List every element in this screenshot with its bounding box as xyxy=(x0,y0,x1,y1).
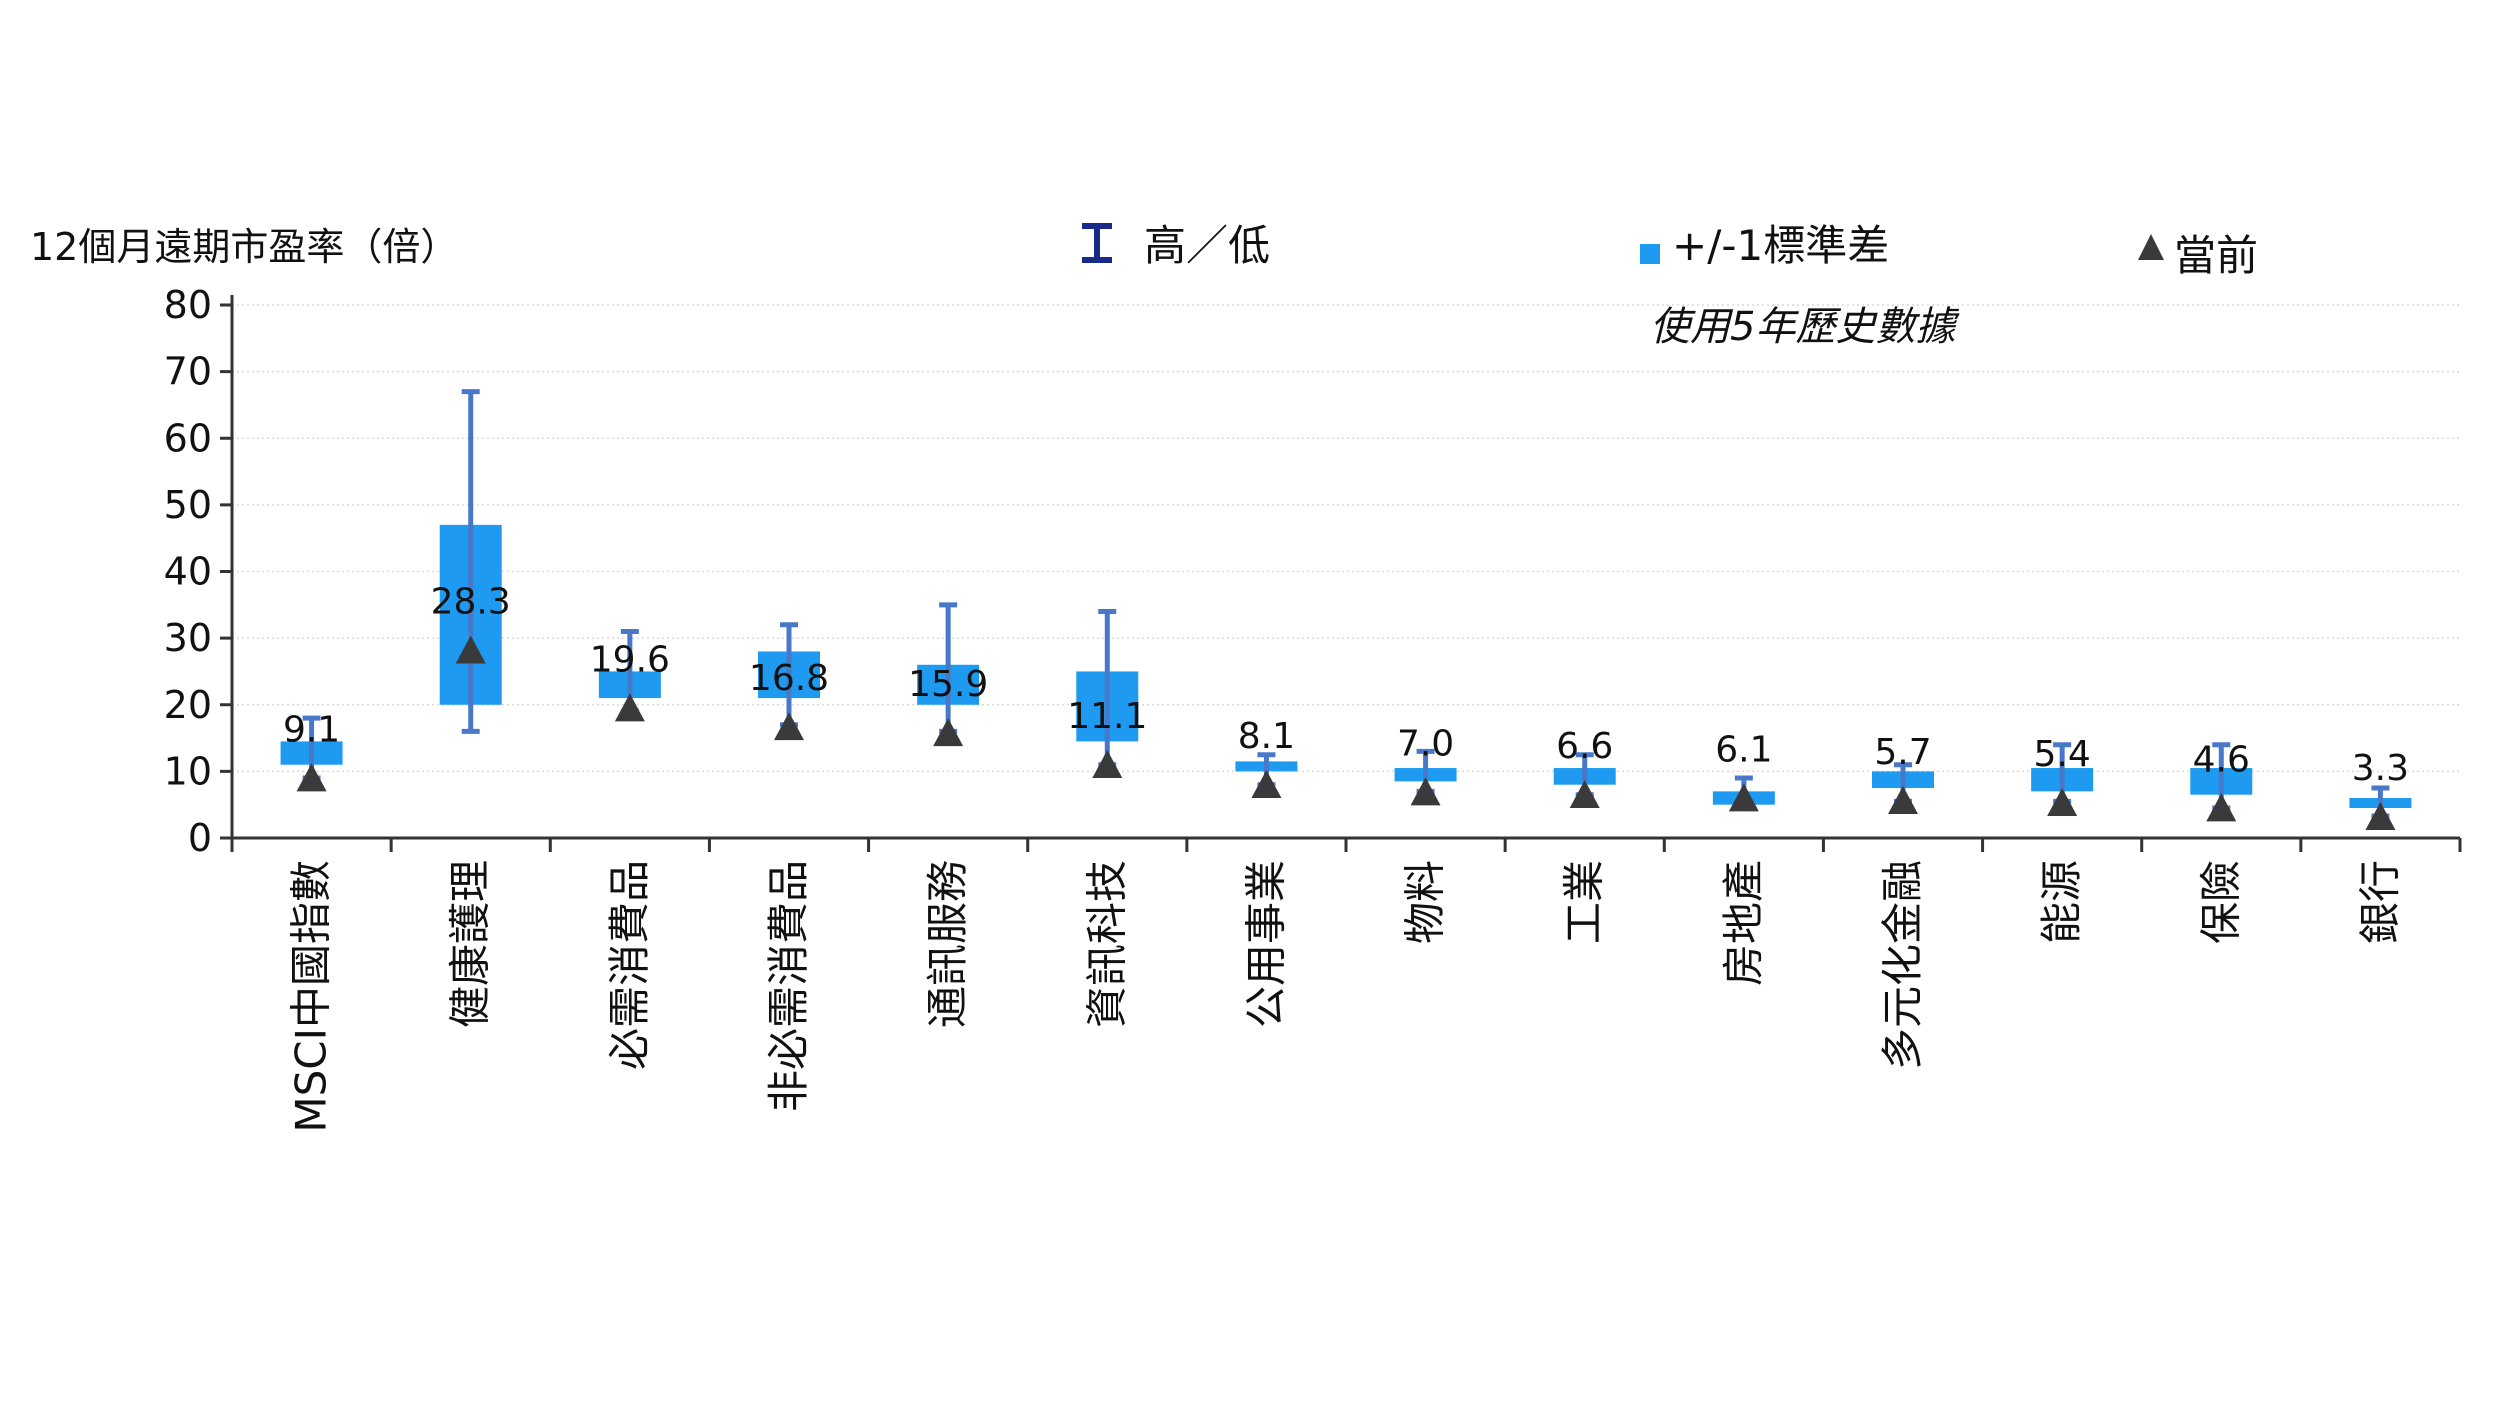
current-marker xyxy=(1092,750,1123,779)
legend-label-current: 當前 xyxy=(2174,231,2258,280)
data-label: 4.6 xyxy=(2193,739,2250,780)
current-marker xyxy=(1728,783,1759,812)
y-tick-label: 10 xyxy=(164,749,212,793)
x-category-label: 健康護理 xyxy=(446,860,495,1028)
x-category-label: 房地產 xyxy=(1719,860,1768,986)
data-label: 19.6 xyxy=(590,639,670,680)
x-category-label: 保險 xyxy=(2196,860,2245,944)
current-marker xyxy=(1569,780,1600,809)
current-marker xyxy=(1251,770,1282,799)
error-bar-icon xyxy=(1082,223,1112,263)
current-marker xyxy=(296,763,327,792)
data-label: 11.1 xyxy=(1067,696,1147,737)
legend-label-high-low: 高／低 xyxy=(1144,221,1270,270)
triangle-icon xyxy=(2138,234,2164,260)
data-label: 6.1 xyxy=(1715,729,1772,770)
data-label: 7.0 xyxy=(1397,723,1454,764)
current-marker xyxy=(2365,802,2396,831)
x-category-label: 資訊科技 xyxy=(1082,860,1131,1028)
x-category-label: 工業 xyxy=(1560,860,1609,944)
y-tick-label: 60 xyxy=(164,416,212,460)
data-label: 16.8 xyxy=(749,658,829,699)
current-marker xyxy=(2206,793,2237,822)
x-category-label: 非必需消費品 xyxy=(764,860,813,1112)
square-icon xyxy=(1640,244,1660,264)
legend-label-std-dev: +/-1標準差 xyxy=(1672,221,1889,270)
current-marker xyxy=(455,635,486,664)
chart-note: 使用5年歷史數據 xyxy=(1650,304,1960,350)
x-category-label: MSCI中國指數 xyxy=(287,860,336,1133)
y-tick-label: 70 xyxy=(164,350,212,394)
current-marker xyxy=(774,712,804,741)
x-category-label: 通訊服務 xyxy=(923,860,972,1028)
y-tick-label: 20 xyxy=(164,683,212,727)
data-label: 8.1 xyxy=(1238,716,1295,757)
y-tick-label: 50 xyxy=(164,483,212,527)
y-tick-label: 80 xyxy=(164,283,212,327)
data-label: 9.1 xyxy=(283,709,340,750)
data-label: 5.4 xyxy=(2034,734,2091,775)
current-marker xyxy=(1888,786,1918,815)
y-tick-label: 0 xyxy=(188,816,212,860)
data-label: 28.3 xyxy=(431,581,511,622)
y-tick-label: 30 xyxy=(164,616,212,660)
y-tick-label: 40 xyxy=(164,550,212,594)
current-marker xyxy=(2047,788,2078,817)
x-category-label: 銀行 xyxy=(2355,860,2404,944)
x-category-label: 能源 xyxy=(2037,860,2086,944)
x-category-label: 公用事業 xyxy=(1241,860,1290,1028)
x-category-label: 物料 xyxy=(1401,860,1450,944)
data-label: 3.3 xyxy=(2352,748,2409,789)
data-label: 6.6 xyxy=(1556,726,1613,767)
x-category-label: 多元化金融 xyxy=(1878,860,1927,1070)
y-axis-title: 12個月遠期市盈率（倍） xyxy=(30,225,458,269)
x-category-label: 必需消費品 xyxy=(605,860,654,1070)
current-marker xyxy=(933,718,964,747)
current-marker xyxy=(614,693,645,722)
data-label: 15.9 xyxy=(908,664,988,705)
current-marker xyxy=(1410,777,1441,806)
data-label: 5.7 xyxy=(1874,732,1931,773)
